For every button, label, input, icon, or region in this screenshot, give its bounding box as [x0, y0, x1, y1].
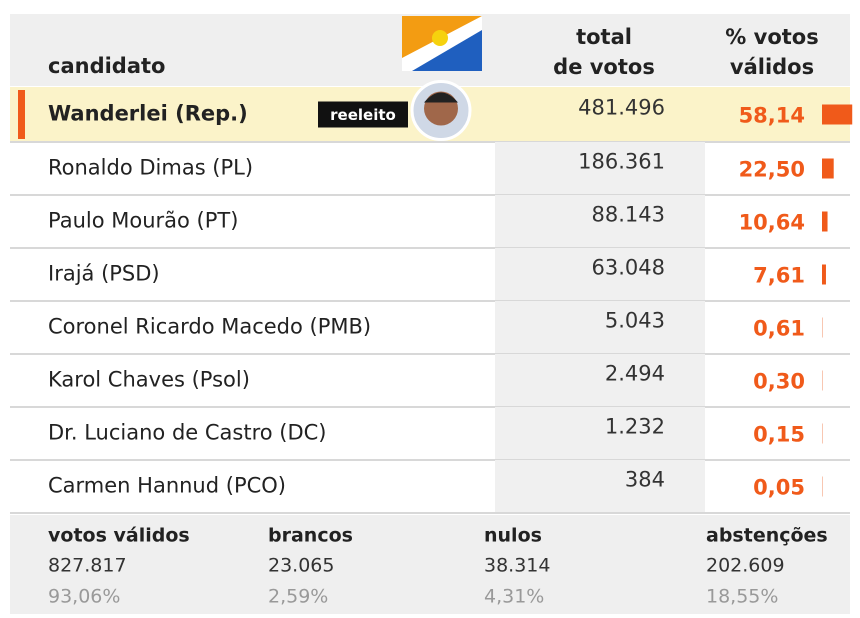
percent-bar	[822, 265, 826, 285]
summary-share: 4,31%	[484, 586, 544, 608]
candidate-name: Wanderlei (Rep.)	[48, 102, 248, 126]
percent: 10,64	[739, 211, 805, 235]
candidate-name: Ronaldo Dimas (PL)	[48, 156, 253, 180]
percent: 0,15	[753, 423, 805, 447]
summary-label: votos válidos	[48, 525, 190, 547]
summary-label: abstenções	[706, 525, 828, 547]
row-marker	[18, 90, 25, 139]
candidate-name: Paulo Mourão (PT)	[48, 209, 238, 233]
percent: 7,61	[753, 264, 805, 288]
flag	[402, 16, 482, 71]
percent-bar	[822, 212, 828, 232]
candidate-name: Karol Chaves (Psol)	[48, 368, 250, 392]
votes-cell-bg	[495, 407, 705, 460]
percent: 0,61	[753, 317, 805, 341]
summary-label: brancos	[268, 525, 353, 547]
vote-count: 1.232	[605, 415, 665, 439]
summary-count: 202.609	[706, 555, 785, 577]
candidate-name: Carmen Hannud (PCO)	[48, 474, 286, 498]
summary-share: 18,55%	[706, 586, 778, 608]
vote-count: 186.361	[578, 150, 665, 174]
summary-count: 23.065	[268, 555, 334, 577]
badge: reeleito	[330, 106, 396, 124]
summary-count: 827.817	[48, 555, 127, 577]
vote-count: 5.043	[605, 309, 665, 333]
vote-count: 384	[625, 468, 665, 492]
percent: 22,50	[739, 158, 805, 182]
results-table: candidato totalde votos% votosválidosWan…	[0, 0, 860, 614]
page: candidato totalde votos% votosválidosWan…	[0, 0, 860, 614]
summary-share: 2,59%	[268, 586, 328, 608]
vote-count: 63.048	[592, 256, 665, 280]
vote-count: 481.496	[578, 96, 665, 120]
vote-count: 88.143	[592, 203, 665, 227]
vote-count: 2.494	[605, 362, 665, 386]
votes-cell-bg	[495, 301, 705, 354]
summary-share: 93,06%	[48, 586, 120, 608]
header-candidate: candidato	[48, 54, 165, 78]
votes-cell-bg	[495, 354, 705, 407]
percent-bar	[822, 105, 852, 125]
candidate-name: Irajá (PSD)	[48, 262, 160, 286]
percent: 0,30	[753, 370, 805, 394]
percent: 0,05	[753, 476, 805, 500]
percent-bar	[822, 371, 823, 391]
summary-count: 38.314	[484, 555, 550, 577]
percent-bar	[822, 424, 823, 444]
percent-bar	[822, 318, 823, 338]
votes-cell-bg	[495, 460, 705, 513]
summary-label: nulos	[484, 525, 542, 547]
percent-bar	[822, 477, 823, 497]
candidate-name: Coronel Ricardo Macedo (PMB)	[48, 315, 371, 339]
percent-bar	[822, 159, 834, 179]
percent: 58,14	[739, 104, 805, 128]
candidate-name: Dr. Luciano de Castro (DC)	[48, 421, 327, 445]
